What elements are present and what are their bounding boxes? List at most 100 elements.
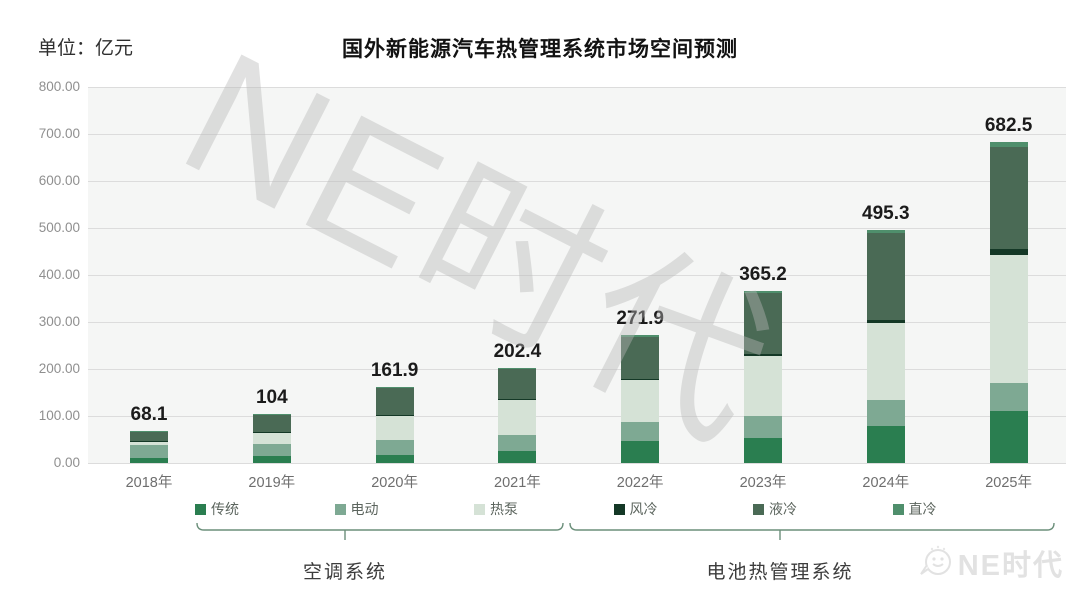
bar-segment-液冷-2020年 [375, 387, 414, 415]
bar-segment-传统-2018年 [130, 458, 168, 463]
gridline [88, 228, 1066, 229]
gridline [88, 463, 1066, 464]
bar-segment-电动-2020年 [375, 439, 414, 455]
legend-swatch [334, 503, 346, 515]
bar-total-label: 271.9 [616, 308, 664, 330]
bar-total-label: 104 [255, 387, 288, 409]
gridline [88, 181, 1066, 182]
gridline [88, 322, 1066, 323]
bar-segment-传统-2021年 [498, 451, 537, 463]
legend-item-热泵: 热泵 [474, 501, 518, 517]
legend-label: 传统 [211, 501, 239, 517]
gridline [88, 134, 1066, 135]
bar-segment-传统-2020年 [375, 454, 414, 463]
y-tick-label: 400.00 [38, 267, 80, 282]
bar-segment-电动-2023年 [744, 416, 782, 439]
legend-label: 电动 [350, 501, 379, 517]
legend: 传统 电动 热泵 风冷 液冷 直冷 [0, 501, 1080, 519]
bar-segment-直冷-2021年 [498, 367, 537, 369]
x-tick-label: 2025年 [985, 475, 1032, 491]
bar-segment-直冷-2022年 [621, 335, 660, 337]
legend-label: 风冷 [629, 501, 658, 517]
bar-segment-直冷-2025年 [989, 142, 1028, 147]
legend-label: 直冷 [908, 501, 937, 517]
bar-segment-风冷-2024年 [866, 320, 905, 323]
bar-total-label: 495.3 [862, 203, 910, 225]
legend-item-传统: 传统 [195, 501, 239, 517]
bar-segment-传统-2025年 [989, 411, 1028, 463]
x-tick-label: 2022年 [616, 475, 664, 491]
bar-segment-液冷-2025年 [989, 146, 1028, 250]
bar-segment-直冷-2020年 [375, 386, 414, 388]
bar-segment-热泵-2024年 [866, 322, 905, 401]
bar-segment-液冷-2021年 [498, 368, 537, 400]
bar-segment-液冷-2024年 [866, 233, 905, 321]
bar-segment-电动-2025年 [989, 383, 1028, 412]
group-label-ac-system: 空调系统 [302, 562, 387, 583]
bar-segment-传统-2023年 [744, 438, 782, 463]
legend-label: 液冷 [769, 501, 797, 517]
brace-ac-system [196, 522, 564, 540]
x-tick-label: 2019年 [248, 475, 296, 491]
bar-segment-风冷-2022年 [621, 378, 660, 381]
bar-segment-风冷-2023年 [744, 354, 782, 357]
bar-segment-热泵-2022年 [621, 380, 660, 422]
x-tick-label: 2023年 [739, 475, 787, 491]
legend-swatch [613, 503, 625, 515]
bar-segment-风冷-2025年 [989, 249, 1028, 256]
bar-segment-电动-2019年 [252, 444, 291, 456]
bar-segment-电动-2022年 [621, 421, 660, 442]
bar-segment-传统-2024年 [866, 426, 905, 463]
legend-swatch [753, 503, 764, 515]
y-tick-label: 800.00 [38, 79, 80, 94]
bar-segment-风冷-2020年 [375, 414, 414, 416]
ne-era-logo: NE时代 [914, 542, 1064, 584]
y-tick-label: 300.00 [38, 314, 80, 329]
legend-item-直冷: 直冷 [892, 501, 937, 517]
bar-segment-传统-2022年 [621, 441, 660, 463]
group-label-battery-system: 电池热管理系统 [706, 562, 854, 583]
legend-swatch [892, 503, 904, 515]
bar-segment-液冷-2023年 [744, 293, 782, 355]
bar-segment-热泵-2025年 [989, 255, 1028, 384]
ne-era-logo-text: NE时代 [957, 550, 1064, 582]
x-tick-label: 2018年 [125, 475, 173, 491]
gridline [88, 369, 1066, 370]
legend-item-液冷: 液冷 [753, 501, 797, 517]
legend-item-风冷: 风冷 [613, 501, 658, 517]
bar-segment-液冷-2018年 [130, 431, 168, 441]
y-tick-label: 500.00 [38, 220, 80, 235]
bar-segment-电动-2018年 [130, 445, 168, 459]
bar-segment-直冷-2023年 [744, 291, 782, 294]
bar-total-label: 161.9 [370, 359, 419, 381]
bar-segment-直冷-2024年 [866, 230, 905, 234]
chat-bubble-icon [919, 545, 951, 575]
bar-segment-风冷-2021年 [498, 399, 537, 401]
bar-segment-电动-2021年 [498, 434, 537, 452]
bar-segment-液冷-2019年 [252, 414, 291, 433]
y-tick-label: 600.00 [38, 173, 80, 188]
bar-total-label: 365.2 [739, 264, 787, 286]
legend-item-电动: 电动 [334, 501, 379, 517]
chart-title: 国外新能源汽车热管理系统市场空间预测 [342, 38, 738, 61]
y-tick-label: 0.00 [53, 455, 80, 470]
y-tick-label: 200.00 [38, 361, 80, 376]
legend-label: 热泵 [490, 501, 518, 517]
legend-swatch [195, 503, 206, 515]
bar-total-label: 682.5 [984, 115, 1033, 137]
unit-label: 单位：亿元 [38, 38, 134, 59]
legend-swatch [474, 503, 485, 515]
y-tick-label: 100.00 [38, 408, 80, 423]
x-tick-label: 2024年 [862, 475, 910, 491]
bar-segment-液冷-2022年 [621, 336, 660, 379]
bar-segment-传统-2019年 [252, 455, 291, 463]
bar-segment-热泵-2021年 [498, 400, 537, 435]
bar-segment-热泵-2020年 [375, 415, 414, 440]
y-tick-label: 700.00 [38, 126, 80, 141]
bar-total-label: 202.4 [493, 340, 542, 362]
brace-battery-system [569, 522, 1055, 540]
bar-segment-电动-2024年 [866, 400, 905, 427]
